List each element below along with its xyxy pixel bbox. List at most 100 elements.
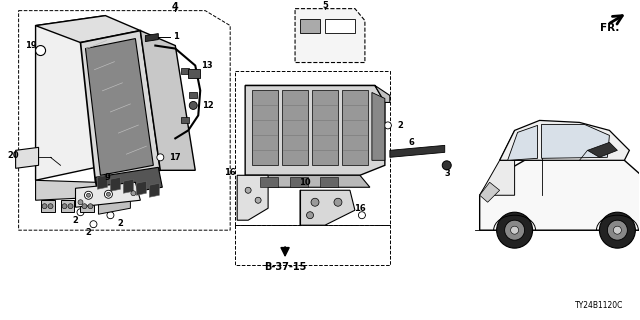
Polygon shape [40,200,54,212]
Circle shape [77,209,84,216]
Text: 16: 16 [224,168,236,177]
Text: TY24B1120C: TY24B1120C [575,301,623,310]
Circle shape [504,220,525,240]
Polygon shape [500,120,629,160]
Text: 19: 19 [25,41,36,50]
Text: 2: 2 [397,121,403,130]
Polygon shape [36,16,140,43]
Circle shape [385,122,391,129]
Circle shape [511,226,518,234]
Text: 12: 12 [202,101,214,110]
Polygon shape [300,19,320,33]
Polygon shape [282,91,308,165]
Circle shape [600,212,636,248]
Polygon shape [95,167,163,197]
Polygon shape [252,91,278,165]
Text: FR.: FR. [600,23,620,33]
Polygon shape [479,182,500,202]
Bar [181,117,189,124]
Polygon shape [15,147,38,168]
Circle shape [42,204,47,209]
Circle shape [88,204,93,209]
Text: 2: 2 [118,219,124,228]
Circle shape [68,204,73,209]
Polygon shape [320,177,338,187]
Polygon shape [245,85,385,175]
Text: 5: 5 [322,1,328,10]
Text: 9: 9 [104,173,110,182]
Polygon shape [111,177,120,191]
Circle shape [62,204,67,209]
Circle shape [106,192,111,196]
Circle shape [78,200,83,205]
Circle shape [36,45,45,56]
Polygon shape [237,175,268,220]
Polygon shape [245,85,390,102]
Circle shape [442,161,451,170]
Circle shape [497,212,532,248]
Text: 16: 16 [354,204,366,213]
Polygon shape [245,175,370,187]
Circle shape [189,101,197,109]
Circle shape [86,193,90,197]
Polygon shape [188,68,200,78]
Circle shape [90,221,97,228]
Polygon shape [342,91,368,165]
Text: 3: 3 [445,169,451,178]
Polygon shape [508,125,538,160]
Bar [181,68,189,74]
Polygon shape [479,150,640,230]
Circle shape [607,220,627,240]
Text: 2: 2 [86,228,92,237]
Text: 2: 2 [72,216,79,225]
Text: 1: 1 [173,32,179,41]
Polygon shape [295,9,365,62]
Polygon shape [312,91,338,165]
Polygon shape [140,31,195,170]
Polygon shape [76,182,140,207]
Text: 20: 20 [8,151,19,160]
Polygon shape [81,31,161,182]
Polygon shape [81,200,95,212]
Polygon shape [479,130,515,195]
Polygon shape [588,142,618,157]
Text: 17: 17 [170,153,181,162]
Circle shape [311,198,319,206]
Polygon shape [99,190,131,214]
Polygon shape [300,190,355,225]
Bar [189,92,197,99]
Circle shape [84,191,92,199]
Polygon shape [36,180,99,200]
Circle shape [157,154,164,161]
Polygon shape [541,124,609,158]
Polygon shape [97,175,108,189]
Polygon shape [325,19,355,33]
Circle shape [245,187,251,193]
Polygon shape [124,179,133,193]
Polygon shape [86,39,154,175]
Text: 6: 6 [409,138,415,147]
Text: B-37-15: B-37-15 [264,262,307,272]
Circle shape [613,226,621,234]
Text: 10: 10 [300,178,311,187]
Circle shape [255,197,261,203]
Circle shape [104,190,113,198]
Circle shape [107,212,114,219]
Circle shape [48,204,53,209]
Text: 13: 13 [202,61,213,70]
Polygon shape [136,181,147,195]
Circle shape [82,204,87,209]
Circle shape [131,191,136,196]
Polygon shape [36,16,106,180]
Polygon shape [61,200,74,212]
Polygon shape [145,34,158,42]
Polygon shape [260,177,278,187]
Polygon shape [390,145,445,157]
Polygon shape [290,177,308,187]
Polygon shape [372,92,385,160]
Circle shape [358,212,365,219]
Polygon shape [149,183,159,197]
Circle shape [334,198,342,206]
Circle shape [307,212,314,219]
Text: 4: 4 [172,2,179,12]
